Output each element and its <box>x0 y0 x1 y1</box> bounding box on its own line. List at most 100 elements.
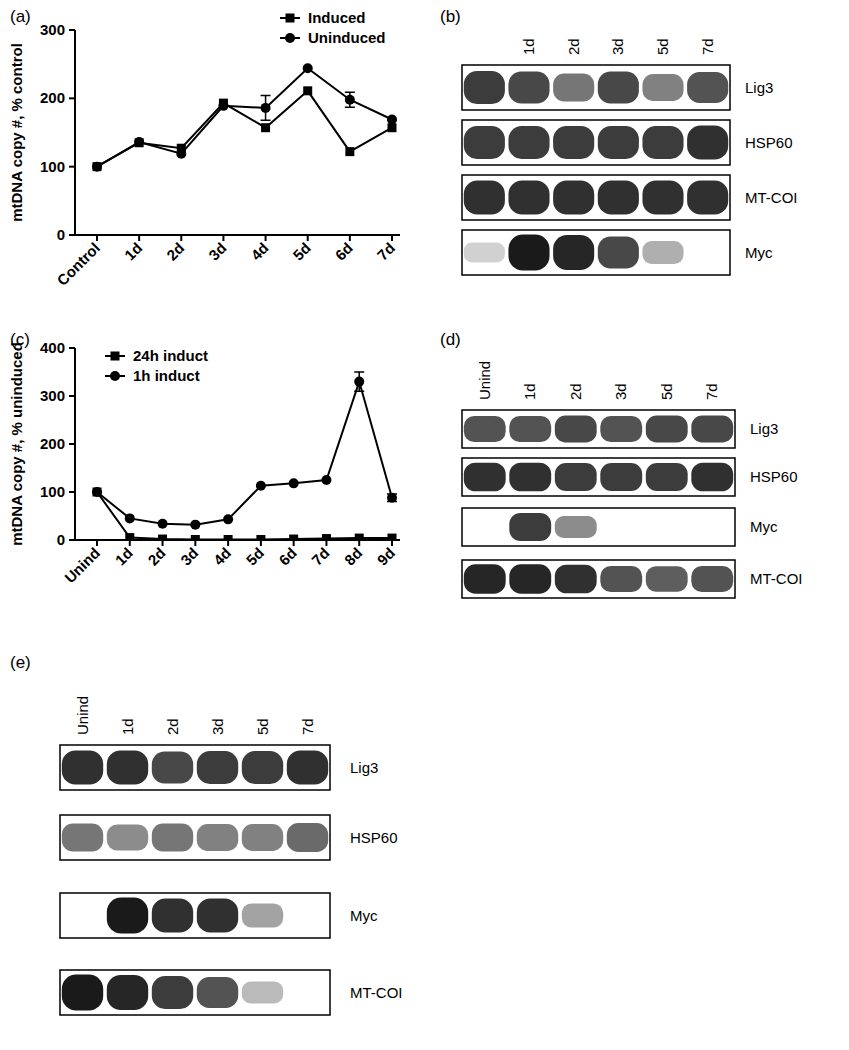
plot-area <box>92 63 397 171</box>
band <box>197 899 238 933</box>
band <box>646 463 688 491</box>
legend-label: Uninduced <box>308 29 386 46</box>
band <box>62 751 103 785</box>
band <box>555 565 597 594</box>
point <box>345 147 354 156</box>
point <box>191 535 200 540</box>
band <box>242 904 283 928</box>
row-label: MT-COI <box>750 570 803 587</box>
x-tick-label: 2d <box>144 544 168 568</box>
band <box>555 516 597 538</box>
x-tick <box>307 235 309 241</box>
blot-frame <box>462 410 735 448</box>
band <box>646 566 688 591</box>
x-tick-label: 2d <box>163 239 187 263</box>
point <box>303 63 313 73</box>
x-tick-label: 1d <box>121 239 145 263</box>
lane-label: 7d <box>699 38 716 55</box>
x-tick-label: 7d <box>308 544 332 568</box>
point <box>223 514 233 524</box>
blot-frame <box>462 175 730 220</box>
x-tick-label: 8d <box>341 544 365 568</box>
point <box>176 149 186 159</box>
band <box>287 908 328 924</box>
band <box>508 126 549 159</box>
y-tick-label: 0 <box>57 226 65 243</box>
x-tick <box>325 540 327 546</box>
band <box>242 751 283 784</box>
western-blot: (b)1d2d3d5d7dLig3HSP60MT-COIMyc <box>440 7 798 275</box>
point <box>388 123 397 132</box>
point <box>92 162 102 172</box>
band <box>687 126 728 160</box>
band <box>687 181 728 215</box>
band <box>152 752 193 784</box>
band <box>691 463 733 492</box>
band <box>509 513 551 541</box>
band <box>107 975 148 1010</box>
x-tick <box>391 540 393 546</box>
blot-frame <box>462 508 735 546</box>
legend: InducedUninduced <box>280 9 386 46</box>
band <box>509 416 551 442</box>
band <box>598 72 639 104</box>
band <box>553 235 594 270</box>
blot-frame <box>462 458 735 496</box>
band <box>197 977 238 1008</box>
y-tick <box>69 395 75 397</box>
band <box>600 520 642 533</box>
point <box>355 534 364 540</box>
point <box>218 101 228 111</box>
band <box>642 74 683 101</box>
band <box>600 416 642 442</box>
band <box>598 237 639 269</box>
x-tick-label: Unind <box>61 544 103 586</box>
row-label: Myc <box>745 244 773 261</box>
band <box>152 899 193 933</box>
y-axis-title: mtDNA copy #, % uninduced <box>8 342 25 546</box>
point <box>261 103 271 113</box>
y-tick <box>69 491 75 493</box>
series-line <box>97 492 392 540</box>
x-tick <box>194 540 196 546</box>
point <box>387 493 397 503</box>
point <box>92 487 102 497</box>
legend-label: 1h induct <box>133 367 200 384</box>
row-label: Myc <box>350 907 378 924</box>
x-tick-label: 3d <box>205 239 229 263</box>
x-tick-label: 3d <box>177 544 201 568</box>
x-tick <box>180 235 182 241</box>
blot-frame <box>462 65 730 110</box>
lane-label: 7d <box>299 718 316 735</box>
band <box>62 975 103 1011</box>
lane-label: Unind <box>74 696 91 735</box>
y-tick-label: 200 <box>40 89 65 106</box>
point <box>158 519 168 529</box>
point <box>158 535 167 540</box>
x-tick <box>349 235 351 241</box>
band <box>464 126 505 159</box>
band <box>152 824 193 852</box>
band <box>197 751 238 784</box>
lane-label: 5d <box>658 383 675 400</box>
lane-label: 2d <box>164 718 181 735</box>
point <box>125 533 134 540</box>
band <box>152 976 193 1009</box>
western-blot: (e)Unind1d2d3d5d7dLig3HSP60MycMT-COI <box>10 653 403 1015</box>
row-label: MT-COI <box>745 189 798 206</box>
error-bar <box>354 372 364 391</box>
row-label: MT-COI <box>350 984 403 1001</box>
row-label: Lig3 <box>745 79 773 96</box>
y-tick-label: 400 <box>40 339 65 356</box>
band <box>242 982 283 1004</box>
band <box>553 126 594 159</box>
point <box>190 520 200 530</box>
point <box>93 488 102 497</box>
x-tick <box>162 540 164 546</box>
y-tick <box>69 234 75 236</box>
band <box>508 72 549 104</box>
point <box>125 513 135 523</box>
lane-label: 5d <box>254 718 271 735</box>
band <box>242 824 283 851</box>
lane-label: 3d <box>209 718 226 735</box>
